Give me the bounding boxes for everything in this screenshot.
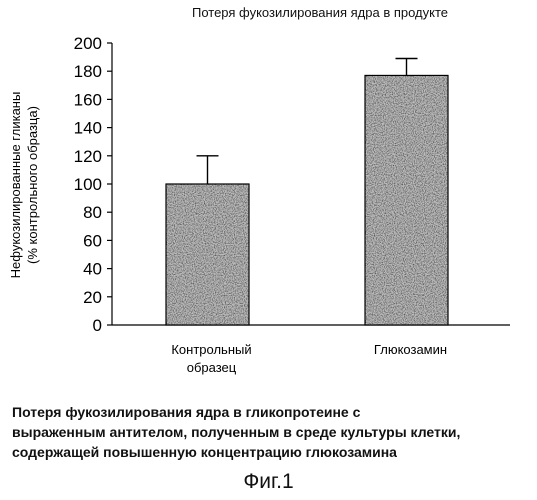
y-tick-label: 80 xyxy=(83,203,102,222)
y-tick-label: 120 xyxy=(74,147,102,166)
caption-line: выраженным антителом, полученным в среде… xyxy=(12,422,537,442)
x-tick-label: Глюкозамин xyxy=(374,342,447,357)
y-tick-label: 100 xyxy=(74,175,102,194)
bar-chart: 0 20 40 60 80 100 120 140 160 180 200 Контрольныйоб… xyxy=(0,0,537,400)
y-tick-label: 160 xyxy=(74,90,102,109)
figure-caption: Потеря фукозилирования ядра в гликопроте… xyxy=(12,402,537,462)
x-tick-label: Контрольныйобразец xyxy=(171,342,251,375)
y-tick-label: 40 xyxy=(83,260,102,279)
bar-texture xyxy=(166,184,249,325)
y-tick-label: 60 xyxy=(83,231,102,250)
caption-line: содержащей повышенную концентрацию глюко… xyxy=(12,442,537,462)
y-tick-label: 0 xyxy=(93,316,102,335)
y-tick-label: 140 xyxy=(74,119,102,138)
bar-texture xyxy=(365,75,448,325)
y-tick-label: 200 xyxy=(74,34,102,53)
y-axis-label: Нефукозилированные гликаны(% контрольног… xyxy=(8,92,40,279)
caption-line: Потеря фукозилирования ядра в гликопроте… xyxy=(12,402,537,422)
y-tick-label: 20 xyxy=(83,288,102,307)
y-tick-label: 180 xyxy=(74,62,102,81)
figure-label: Фиг.1 xyxy=(0,470,537,494)
